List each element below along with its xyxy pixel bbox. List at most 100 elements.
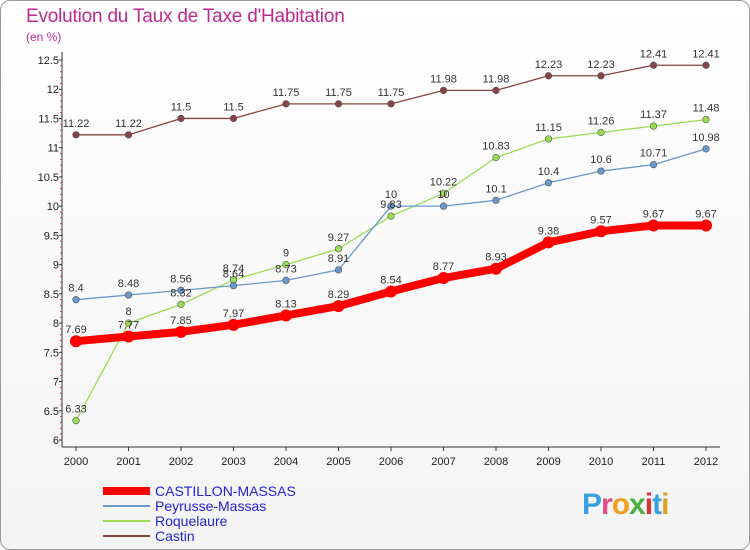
data-point-peyrusse-massas	[72, 296, 80, 304]
data-label: 10.4	[538, 166, 559, 178]
data-point-castillon-massas	[227, 318, 240, 331]
legend-label-castin: Castin	[155, 528, 195, 544]
y-tick-label: 7.5	[44, 347, 59, 359]
x-tick-label: 2008	[484, 456, 508, 468]
data-label: 11.75	[273, 87, 300, 99]
data-point-peyrusse-massas	[387, 202, 395, 210]
data-point-roquelaure	[124, 319, 133, 327]
x-tick-label: 2001	[116, 456, 140, 468]
data-point-castin	[597, 72, 605, 80]
data-point-castin	[702, 61, 710, 69]
data-label: 7.69	[65, 324, 86, 336]
data-label: 9.38	[538, 225, 559, 237]
data-point-roquelaure	[439, 189, 448, 197]
data-point-peyrusse-massas	[334, 266, 343, 274]
data-point-peyrusse-massas	[177, 286, 185, 294]
data-label: 9.67	[643, 208, 664, 220]
chart-title: Evolution du Taux de Taxe d'Habitation	[26, 6, 345, 27]
data-label: 12.41	[640, 48, 668, 60]
data-label: 8.93	[485, 252, 506, 264]
data-label: 12.41	[692, 48, 720, 60]
data-label: 11.98	[483, 73, 510, 85]
data-label: 8	[125, 306, 131, 318]
data-point-castin	[439, 86, 448, 94]
x-tick-label: 2000	[64, 456, 88, 468]
data-label: 10	[437, 189, 449, 201]
data-point-castin	[649, 61, 658, 69]
x-tick-label: 2009	[536, 456, 560, 468]
data-label: 8.4	[68, 283, 83, 295]
y-tick-label: 8	[53, 318, 59, 330]
y-tick-label: 6	[53, 435, 59, 447]
data-label: 11.48	[693, 103, 720, 115]
data-point-peyrusse-massas	[229, 282, 238, 290]
y-tick-label: 8.5	[44, 289, 59, 301]
data-point-castin	[177, 114, 185, 123]
data-label: 12.23	[587, 59, 615, 71]
data-label: 8.56	[170, 273, 191, 285]
data-label: 11.22	[63, 118, 90, 130]
legend-label-peyrusse-massas: Peyrusse-Massas	[155, 498, 266, 514]
data-point-castin	[334, 100, 343, 108]
data-point-castillon-massas	[542, 236, 555, 249]
data-point-roquelaure	[544, 135, 553, 143]
data-label: 10.22	[430, 176, 458, 188]
data-label: 11.5	[223, 101, 244, 113]
data-label: 10.1	[485, 183, 506, 195]
data-label: 8.77	[433, 261, 454, 273]
data-label: 11.22	[115, 118, 142, 130]
data-point-peyrusse-massas	[702, 145, 710, 153]
y-tick-label: 9	[53, 260, 59, 272]
data-label: 9.67	[695, 208, 716, 220]
x-tick-label: 2010	[589, 456, 613, 468]
data-label: 11.75	[378, 87, 405, 99]
data-point-roquelaure	[387, 212, 395, 220]
data-point-castin	[387, 100, 395, 108]
data-point-castin	[72, 131, 80, 139]
data-point-roquelaure	[702, 116, 710, 124]
data-label: 8.13	[275, 298, 296, 310]
data-point-castin	[124, 131, 133, 139]
data-point-peyrusse-massas	[439, 202, 448, 210]
x-tick-label: 2006	[379, 456, 403, 468]
legend-label-castillon-massas: CASTILLON-MASSAS	[155, 483, 296, 499]
x-tick-label: 2003	[221, 456, 245, 468]
data-point-peyrusse-massas	[124, 291, 133, 299]
data-label: 9	[283, 248, 289, 260]
data-label: 7.77	[118, 320, 139, 332]
legend-label-roquelaure: Roquelaure	[155, 513, 228, 529]
data-point-castillon-massas	[280, 309, 292, 322]
data-point-castillon-massas	[490, 262, 502, 275]
data-label: 10.83	[482, 141, 510, 153]
data-point-castillon-massas	[647, 219, 660, 232]
data-point-castillon-massas	[385, 285, 397, 298]
data-label: 6.33	[65, 404, 86, 416]
data-label: 8.73	[275, 263, 296, 275]
data-label: 8.54	[380, 275, 401, 287]
data-point-roquelaure	[177, 300, 185, 308]
data-point-roquelaure	[282, 261, 290, 269]
data-label: 12.23	[535, 59, 563, 71]
y-tick-label: 10.5	[38, 172, 59, 184]
data-point-roquelaure	[649, 122, 658, 130]
y-tick-label: 7	[53, 377, 59, 389]
y-tick-label: 11.5	[38, 113, 59, 125]
data-point-castillon-massas	[437, 272, 450, 285]
data-point-castillon-massas	[595, 225, 607, 238]
data-point-peyrusse-massas	[597, 167, 605, 175]
proxiti-logo: Proxiti	[582, 488, 669, 521]
x-tick-label: 2004	[274, 456, 298, 468]
y-tick-label: 6.5	[44, 406, 59, 418]
data-label: 11.5	[171, 101, 192, 113]
data-label: 11.26	[588, 115, 615, 127]
x-tick-label: 2011	[642, 456, 666, 468]
data-point-castin	[492, 86, 500, 94]
data-point-castin	[229, 114, 238, 123]
y-tick-label: 9.5	[44, 230, 59, 242]
data-label: 9.57	[590, 214, 611, 226]
data-label: 11.98	[430, 73, 457, 85]
data-point-castin	[544, 72, 553, 80]
data-label: 8.32	[170, 287, 191, 299]
chart-subtitle: (en %)	[26, 30, 62, 44]
